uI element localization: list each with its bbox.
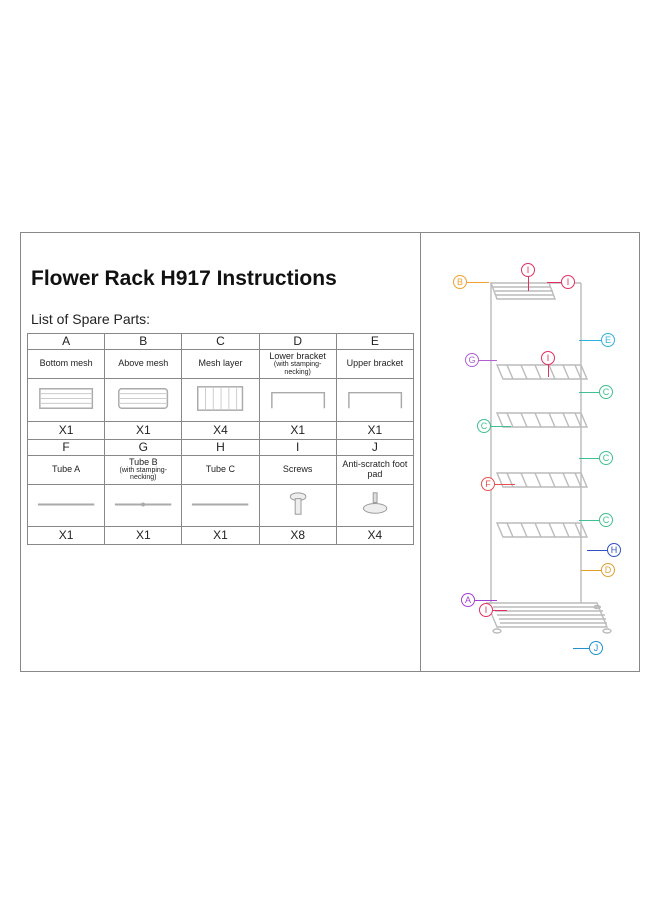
part-image (336, 484, 413, 526)
part-letter: C (182, 334, 259, 350)
callout-c: C (477, 419, 491, 433)
mesh-icon (30, 381, 102, 416)
part-letter: D (259, 334, 336, 350)
bracket-icon (339, 381, 411, 416)
callout-arrow (495, 484, 515, 485)
callout-f: F (481, 477, 495, 491)
part-letter: I (259, 439, 336, 455)
part-image (105, 379, 182, 421)
callout-d: D (601, 563, 615, 577)
title-area: Flower Rack H917 Instructions (27, 239, 414, 307)
callout-b: B (453, 275, 467, 289)
right-panel: BIIEGICCCFCHDAIJ (421, 233, 639, 671)
callout-arrow (581, 570, 601, 571)
part-letter: F (28, 439, 105, 455)
part-name: Screws (259, 455, 336, 484)
page-title: Flower Rack H917 Instructions (31, 267, 410, 291)
table-row-letters-1: A B C D E (28, 334, 414, 350)
part-image (182, 484, 259, 526)
screw-icon (262, 487, 334, 522)
footpad-icon (339, 487, 411, 522)
part-image (259, 484, 336, 526)
callout-c: C (599, 451, 613, 465)
callout-arrow (548, 365, 549, 377)
part-image (182, 379, 259, 421)
part-letter: J (336, 439, 413, 455)
table-row-qty-1: X1 X1 X4 X1 X1 (28, 421, 414, 439)
callout-arrow (579, 520, 599, 521)
table-row-names-2: Tube A Tube B(with stamping-necking) Tub… (28, 455, 414, 484)
part-letter: H (182, 439, 259, 455)
part-qty: X4 (182, 421, 259, 439)
part-qty: X1 (105, 527, 182, 545)
tube-icon (184, 487, 256, 522)
left-panel: Flower Rack H917 Instructions List of Sp… (21, 233, 421, 671)
part-name: Upper bracket (336, 350, 413, 379)
callout-arrow (467, 282, 489, 283)
tube-icon (30, 487, 102, 522)
mesh-icon (184, 381, 256, 416)
part-qty: X1 (259, 421, 336, 439)
callout-arrow (479, 360, 497, 361)
part-name: Anti-scratch foot pad (336, 455, 413, 484)
table-row-qty-2: X1 X1 X1 X8 X4 (28, 527, 414, 545)
part-letter: B (105, 334, 182, 350)
table-row-letters-2: F G H I J (28, 439, 414, 455)
part-letter: E (336, 334, 413, 350)
callout-arrow (475, 600, 497, 601)
part-qty: X1 (28, 527, 105, 545)
part-image (259, 379, 336, 421)
part-name: Mesh layer (182, 350, 259, 379)
part-qty: X4 (336, 527, 413, 545)
callout-g: G (465, 353, 479, 367)
callout-j: J (589, 641, 603, 655)
callout-arrow (528, 277, 529, 291)
callout-arrow (579, 392, 599, 393)
callout-e: E (601, 333, 615, 347)
part-name: Tube A (28, 455, 105, 484)
callout-i: I (479, 603, 493, 617)
table-row-images-1 (28, 379, 414, 421)
part-qty: X1 (28, 421, 105, 439)
part-image (336, 379, 413, 421)
mesh-icon (107, 381, 179, 416)
callout-i: I (561, 275, 575, 289)
callout-i: I (541, 351, 555, 365)
part-name: Lower bracket(with stamping-necking) (259, 350, 336, 379)
part-image (28, 484, 105, 526)
parts-table: A B C D E Bottom mesh Above mesh Mesh la… (27, 333, 414, 545)
table-row-names-1: Bottom mesh Above mesh Mesh layer Lower … (28, 350, 414, 379)
part-image (28, 379, 105, 421)
callout-arrow (579, 458, 599, 459)
callout-arrow (579, 340, 601, 341)
subtitle: List of Spare Parts: (27, 307, 414, 333)
bracket-icon (262, 381, 334, 416)
part-name: Bottom mesh (28, 350, 105, 379)
callout-arrow (573, 648, 589, 649)
part-letter: A (28, 334, 105, 350)
part-letter: G (105, 439, 182, 455)
part-name: Above mesh (105, 350, 182, 379)
callout-i: I (521, 263, 535, 277)
part-name: Tube B(with stamping-necking) (105, 455, 182, 484)
callout-arrow (493, 610, 507, 611)
callout-arrow (547, 282, 561, 283)
part-name: Tube C (182, 455, 259, 484)
callout-c: C (599, 513, 613, 527)
instruction-sheet: Flower Rack H917 Instructions List of Sp… (20, 232, 640, 672)
part-qty: X1 (336, 421, 413, 439)
part-qty: X8 (259, 527, 336, 545)
callout-c: C (599, 385, 613, 399)
table-row-images-2 (28, 484, 414, 526)
part-image (105, 484, 182, 526)
callout-h: H (607, 543, 621, 557)
part-qty: X1 (182, 527, 259, 545)
tube-icon (107, 487, 179, 522)
callout-arrow (587, 550, 607, 551)
part-qty: X1 (105, 421, 182, 439)
callout-arrow (491, 426, 511, 427)
callout-a: A (461, 593, 475, 607)
